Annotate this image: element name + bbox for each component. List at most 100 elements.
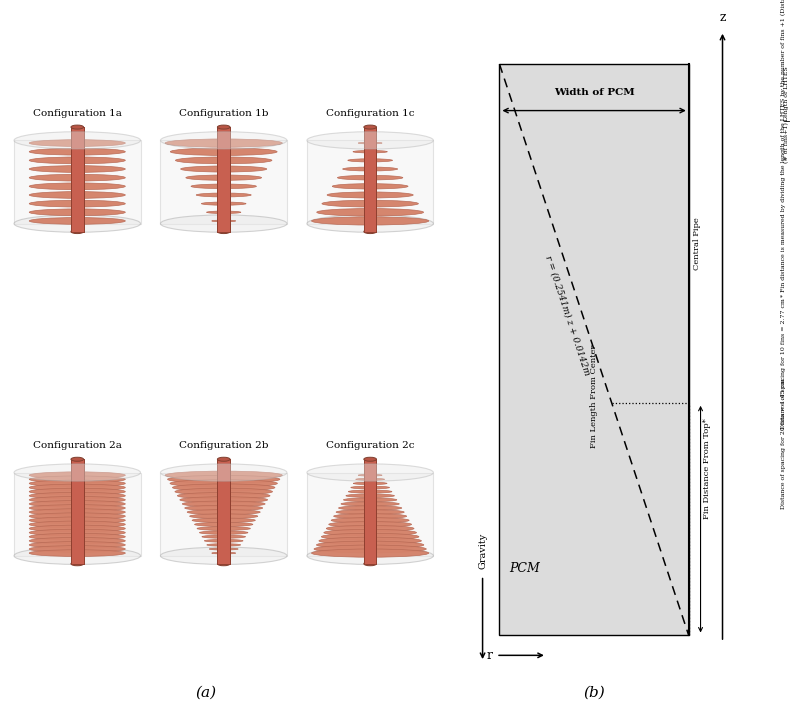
Ellipse shape: [71, 562, 83, 566]
Ellipse shape: [71, 457, 83, 461]
Polygon shape: [218, 459, 230, 564]
Ellipse shape: [14, 547, 141, 565]
Ellipse shape: [326, 525, 414, 531]
Ellipse shape: [29, 489, 125, 495]
Ellipse shape: [29, 480, 125, 486]
Ellipse shape: [29, 534, 125, 540]
Polygon shape: [364, 127, 376, 231]
Ellipse shape: [353, 150, 388, 153]
Ellipse shape: [170, 479, 277, 487]
Ellipse shape: [14, 131, 141, 149]
Ellipse shape: [311, 549, 429, 557]
Ellipse shape: [29, 513, 125, 520]
Ellipse shape: [307, 215, 434, 232]
Ellipse shape: [29, 476, 125, 483]
Ellipse shape: [331, 517, 409, 523]
Text: PCM: PCM: [510, 562, 540, 576]
Ellipse shape: [167, 475, 280, 483]
Text: (# of fins+1): (# of fins+1): [784, 122, 790, 163]
Ellipse shape: [341, 502, 400, 506]
Ellipse shape: [307, 547, 434, 565]
Ellipse shape: [202, 535, 245, 538]
Ellipse shape: [29, 200, 125, 207]
Ellipse shape: [314, 545, 426, 553]
Ellipse shape: [29, 209, 125, 216]
Ellipse shape: [317, 209, 424, 216]
Text: r: r: [487, 649, 493, 662]
Ellipse shape: [354, 482, 387, 484]
Ellipse shape: [160, 464, 287, 482]
Ellipse shape: [29, 509, 125, 515]
Polygon shape: [71, 459, 83, 564]
Ellipse shape: [14, 215, 141, 232]
Ellipse shape: [180, 497, 268, 503]
Ellipse shape: [328, 522, 412, 527]
Ellipse shape: [351, 486, 389, 489]
Title: Configuration 1a: Configuration 1a: [33, 109, 121, 118]
Ellipse shape: [29, 521, 125, 528]
Ellipse shape: [172, 484, 275, 491]
Ellipse shape: [364, 125, 376, 129]
Ellipse shape: [71, 125, 83, 129]
Ellipse shape: [333, 514, 407, 519]
Ellipse shape: [201, 202, 246, 205]
Polygon shape: [218, 459, 230, 564]
Text: Central Pipe: Central Pipe: [693, 217, 701, 270]
Ellipse shape: [177, 493, 270, 499]
Ellipse shape: [212, 553, 235, 554]
Text: Distance of spacing for 20 fins = 1.45 cm: Distance of spacing for 20 fins = 1.45 c…: [781, 378, 786, 509]
Ellipse shape: [364, 562, 376, 566]
Ellipse shape: [29, 537, 125, 544]
Ellipse shape: [194, 522, 253, 527]
Polygon shape: [364, 459, 376, 564]
Ellipse shape: [29, 166, 125, 172]
Ellipse shape: [29, 174, 125, 181]
Polygon shape: [364, 459, 376, 564]
Ellipse shape: [184, 505, 263, 511]
Ellipse shape: [189, 514, 258, 519]
Text: (a): (a): [196, 685, 217, 699]
Ellipse shape: [29, 484, 125, 491]
Ellipse shape: [180, 166, 267, 172]
Polygon shape: [218, 127, 230, 231]
Ellipse shape: [186, 175, 261, 180]
Text: Gravity: Gravity: [478, 533, 487, 569]
Ellipse shape: [319, 537, 421, 544]
Ellipse shape: [346, 494, 395, 498]
Title: Configuration 2a: Configuration 2a: [33, 441, 121, 451]
Ellipse shape: [29, 505, 125, 511]
Ellipse shape: [197, 193, 252, 197]
Polygon shape: [71, 459, 83, 564]
Ellipse shape: [14, 464, 141, 482]
Title: Configuration 1b: Configuration 1b: [179, 109, 269, 118]
Bar: [499, 64, 688, 636]
Ellipse shape: [176, 157, 272, 164]
Ellipse shape: [29, 472, 125, 479]
Ellipse shape: [322, 200, 418, 207]
Ellipse shape: [29, 183, 125, 190]
Ellipse shape: [175, 488, 273, 495]
Polygon shape: [307, 141, 434, 224]
Ellipse shape: [29, 550, 125, 557]
Polygon shape: [71, 127, 83, 231]
Ellipse shape: [206, 211, 241, 214]
Ellipse shape: [356, 478, 384, 480]
Title: Configuration 1c: Configuration 1c: [326, 109, 414, 118]
Ellipse shape: [311, 217, 429, 225]
Ellipse shape: [218, 125, 230, 129]
Ellipse shape: [344, 498, 397, 502]
Polygon shape: [71, 127, 83, 231]
Polygon shape: [160, 141, 287, 224]
Ellipse shape: [29, 546, 125, 553]
Ellipse shape: [364, 230, 376, 233]
Ellipse shape: [197, 527, 251, 530]
Ellipse shape: [321, 534, 419, 540]
Polygon shape: [218, 127, 230, 231]
Ellipse shape: [29, 529, 125, 536]
Ellipse shape: [29, 140, 125, 146]
Ellipse shape: [207, 543, 240, 546]
Ellipse shape: [218, 230, 230, 233]
Ellipse shape: [316, 541, 424, 548]
Ellipse shape: [71, 230, 83, 233]
Text: Fin Length From Center: Fin Length From Center: [591, 344, 598, 448]
